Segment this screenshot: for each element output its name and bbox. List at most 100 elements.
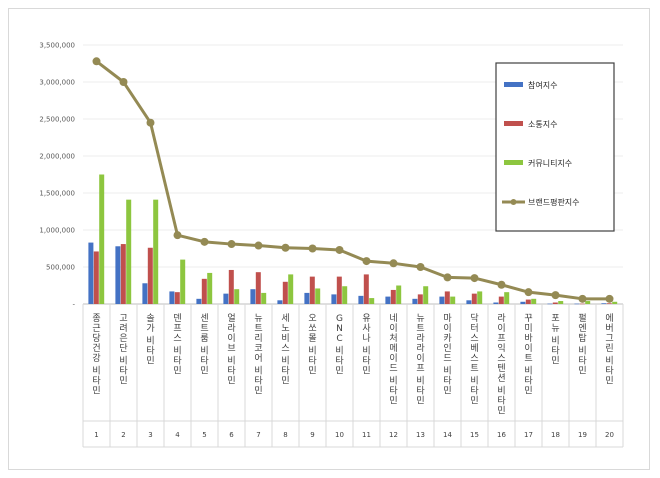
bar <box>498 296 504 304</box>
rank-label: 8 <box>283 431 287 439</box>
brand-reputation-line <box>92 57 614 303</box>
bar <box>309 276 315 304</box>
bar <box>525 299 531 304</box>
rank-label: 20 <box>605 431 614 439</box>
bar <box>531 298 537 304</box>
line-point <box>281 243 290 252</box>
line-series <box>95 60 610 301</box>
bar <box>93 251 99 304</box>
legend-label: 참여지수 <box>528 80 557 90</box>
line-point <box>524 288 533 297</box>
bar <box>115 246 121 304</box>
bar <box>277 300 283 304</box>
bar <box>228 269 234 304</box>
bar <box>282 281 288 304</box>
legend-label: 브랜드평판지수 <box>528 197 580 207</box>
rank-label: 9 <box>310 431 314 439</box>
bar <box>412 298 418 304</box>
rank-label: 12 <box>389 431 398 439</box>
rank-label: 2 <box>121 431 125 439</box>
chart-frame: - 500,000 1,000,000 1,500,000 2,000,000 2,500… <box>8 8 650 470</box>
bar <box>315 288 321 304</box>
bar <box>331 294 337 304</box>
bar <box>174 292 180 304</box>
bar <box>126 199 132 304</box>
bar <box>99 174 105 304</box>
rank-label: 10 <box>335 431 344 439</box>
rank-label: 3 <box>148 431 152 439</box>
bars <box>88 174 618 305</box>
bar <box>142 283 148 304</box>
line-point <box>335 245 344 254</box>
bar <box>153 199 159 304</box>
bar <box>147 247 153 304</box>
bar <box>585 301 591 304</box>
y-tick-label: 500,000 <box>46 264 75 272</box>
bar <box>288 274 294 304</box>
line-point <box>200 237 209 246</box>
line-point <box>92 57 101 66</box>
rank-label: 19 <box>578 431 587 439</box>
bar <box>612 301 618 304</box>
bar <box>417 294 423 304</box>
line-point <box>119 78 128 86</box>
grid-lines <box>83 44 623 268</box>
rank-label: 6 <box>229 431 234 439</box>
bar <box>450 296 456 304</box>
bar <box>396 285 402 304</box>
bar <box>250 289 256 304</box>
bar <box>477 291 483 304</box>
legend-swatch <box>504 82 523 87</box>
bar <box>520 301 526 304</box>
y-tick-label: - <box>72 301 75 309</box>
rank-label: 17 <box>524 431 533 439</box>
bar <box>363 274 369 304</box>
bar <box>601 303 607 304</box>
bar <box>304 292 310 304</box>
line-point <box>443 273 452 282</box>
line-point <box>173 231 182 240</box>
bar <box>201 278 207 304</box>
line-point <box>146 118 155 127</box>
line-point <box>254 241 263 250</box>
rank-label: 11 <box>362 431 371 439</box>
line-point <box>416 263 425 271</box>
y-tick-label: 3,000,000 <box>39 79 75 87</box>
bar <box>180 259 186 304</box>
bar <box>471 293 477 304</box>
bar <box>493 302 499 304</box>
bar <box>547 303 553 305</box>
bar <box>261 292 267 304</box>
rank-label: 1 <box>94 431 98 439</box>
rank-label: 16 <box>497 431 506 439</box>
bar <box>358 295 364 304</box>
legend-swatch <box>504 160 523 165</box>
bar <box>234 289 240 304</box>
bar <box>558 301 564 304</box>
bar <box>169 291 175 304</box>
bar <box>466 300 472 304</box>
bar <box>390 289 396 304</box>
bar <box>336 276 342 304</box>
bar <box>423 286 429 304</box>
line-point <box>470 274 479 283</box>
bar <box>504 292 510 304</box>
bar <box>369 298 375 304</box>
